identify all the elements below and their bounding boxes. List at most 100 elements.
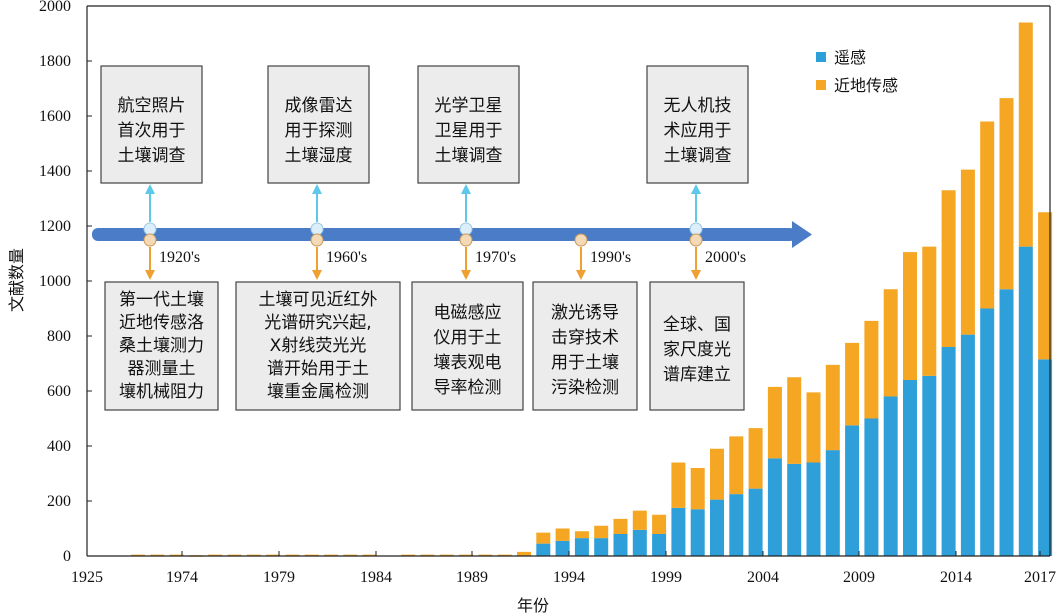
y-tick-label: 1800 <box>39 53 71 70</box>
timeline-arrow-body <box>92 228 796 241</box>
bar-remote-sensing <box>555 540 570 556</box>
x-tick-label: 1925 <box>71 569 103 586</box>
legend-swatch <box>816 52 826 62</box>
bar-proximal-sensing <box>767 386 782 459</box>
x-axis-title: 年份 <box>517 596 549 615</box>
event-box-lower <box>411 281 524 411</box>
event-text-lower: 壤表观电 <box>434 352 502 373</box>
bar-remote-sensing <box>574 538 589 556</box>
bar-proximal-sensing <box>478 554 493 557</box>
event-text-lower: 壤重金属检测 <box>267 381 369 402</box>
bar-proximal-sensing <box>594 525 609 539</box>
bar-proximal-sensing <box>748 428 763 489</box>
bar-remote-sensing <box>536 543 551 556</box>
timeline-node-upper <box>310 222 324 236</box>
event-text-lower: 用于土壤 <box>551 352 619 373</box>
bar-proximal-sensing <box>169 554 184 557</box>
bar-proximal-sensing <box>710 448 724 500</box>
y-tick-label: 800 <box>47 328 71 345</box>
x-tick-label: 1989 <box>456 569 488 586</box>
x-tick-label: 2017 <box>1024 569 1056 586</box>
event-box-upper <box>100 65 203 184</box>
x-tick-label: 1999 <box>650 569 682 586</box>
bar-proximal-sensing <box>652 514 667 534</box>
timeline-node-lower <box>459 233 473 247</box>
bar-proximal-sensing <box>497 554 512 557</box>
x-tick-label: 1994 <box>553 569 585 586</box>
y-tick-label: 1000 <box>39 273 71 290</box>
event-text-lower: 污染检测 <box>551 378 619 398</box>
bar-remote-sensing <box>883 396 898 556</box>
axes: 0 200 400 600 800 1000 1200 1400 1600 1800 2000 192… <box>7 0 1056 615</box>
event-text-lower: X射线荧光光 <box>270 336 367 356</box>
bar-proximal-sensing <box>980 121 995 309</box>
era-label: 1970's <box>475 249 516 266</box>
timeline-node-lower <box>310 233 324 247</box>
y-axis-title: 文献数量 <box>7 248 26 312</box>
event-text-upper: 土壤湿度 <box>285 145 353 166</box>
bar-proximal-sensing <box>304 554 319 557</box>
down-arrow-head <box>461 270 471 280</box>
bar-remote-sensing <box>729 494 744 556</box>
event-text-upper: 航空照片 <box>118 96 186 116</box>
up-arrow-head <box>461 184 471 194</box>
timeline-node-upper <box>143 222 157 236</box>
y-tick-label: 1200 <box>39 218 71 235</box>
bar-proximal-sensing <box>825 364 840 451</box>
y-tick-label: 2000 <box>39 0 71 15</box>
event-text-lower: 近地传感洛 <box>119 313 204 333</box>
legend-label: 近地传感 <box>834 76 898 95</box>
bar-group <box>131 22 1053 557</box>
bar-proximal-sensing <box>131 554 145 557</box>
bar-proximal-sensing <box>150 554 165 557</box>
bar-proximal-sensing <box>690 468 705 510</box>
bar-proximal-sensing <box>362 554 377 557</box>
event-text-lower: 仪用于土 <box>434 328 502 348</box>
event-text-upper: 土壤调查 <box>118 145 186 166</box>
event-box-lower <box>104 281 219 411</box>
bar-proximal-sensing <box>883 289 898 397</box>
x-tick-label: 2014 <box>940 569 972 586</box>
down-arrow-head <box>145 270 155 280</box>
down-arrow-head <box>312 270 322 280</box>
x-tick-label: 1984 <box>360 569 392 586</box>
bar-remote-sensing <box>825 450 840 556</box>
event-text-upper: 土壤调查 <box>664 145 732 166</box>
y-tick-label: 200 <box>47 493 71 510</box>
timeline-node-lower <box>574 233 588 247</box>
bar-proximal-sensing <box>864 320 879 419</box>
timeline-node-lower <box>689 233 703 247</box>
bar-proximal-sensing <box>459 554 474 557</box>
bar-proximal-sensing <box>1018 22 1033 247</box>
event-text-lower: 全球、国 <box>663 315 731 335</box>
event-box-upper <box>646 65 749 184</box>
bar-proximal-sensing <box>555 528 570 541</box>
timeline: 1920's 航空照片首次用于土壤调查第一代土壤近地传感洛桑土壤测力器测量土壤机械… <box>92 65 812 411</box>
bar-proximal-sensing <box>517 551 531 556</box>
bar-proximal-sensing <box>960 169 975 335</box>
event-text-upper: 土壤调查 <box>435 145 503 166</box>
bar-proximal-sensing <box>671 462 686 508</box>
bar-remote-sensing <box>1018 246 1033 556</box>
bar-proximal-sensing <box>285 554 300 557</box>
y-tick-label: 0 <box>63 548 71 565</box>
event-text-lower: 桑土壤测力 <box>119 335 204 356</box>
bar-remote-sensing <box>671 507 686 556</box>
bar-proximal-sensing <box>536 532 551 544</box>
bar-proximal-sensing <box>420 554 435 557</box>
bar-proximal-sensing <box>845 342 860 426</box>
event-text-lower: 导率检测 <box>434 378 502 398</box>
bar-proximal-sensing <box>324 554 338 557</box>
event-text-upper: 成像雷达 <box>285 96 353 116</box>
bar-remote-sensing <box>652 534 667 556</box>
event-box-upper <box>267 65 370 184</box>
bar-remote-sensing <box>922 375 937 556</box>
bar-proximal-sensing <box>343 554 358 557</box>
bar-remote-sensing <box>960 334 975 556</box>
event-text-lower: 电磁感应 <box>434 303 502 323</box>
x-tick-label: 2004 <box>747 569 779 586</box>
event-box-upper <box>417 65 520 184</box>
event-text-upper: 无人机技 <box>664 96 732 116</box>
era-label: 2000's <box>705 249 746 266</box>
